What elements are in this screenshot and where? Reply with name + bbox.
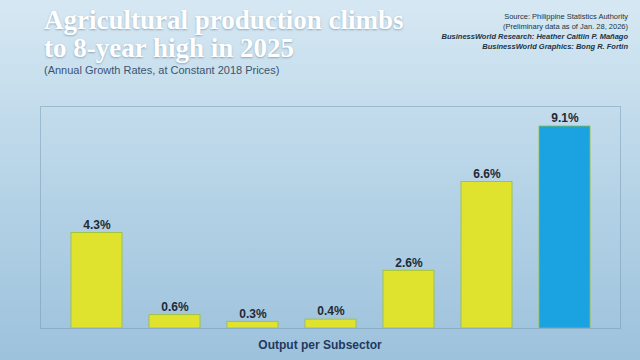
svg-text:4.3%: 4.3% bbox=[83, 218, 111, 232]
svg-text:0.3%: 0.3% bbox=[239, 307, 267, 321]
svg-text:2.6%: 2.6% bbox=[395, 256, 423, 270]
html-text:BusinessWorld Graphics: Bong R: BusinessWorld Graphics: Bong R. Fortin bbox=[482, 42, 628, 51]
html-text:Source: Philippine Statistics: Source: Philippine Statistics Authority bbox=[504, 12, 628, 21]
html-text:Output per Subsector: Output per Subsector bbox=[258, 338, 382, 352]
svg-text:0.6%: 0.6% bbox=[161, 300, 189, 314]
svg-text:0.4%: 0.4% bbox=[317, 304, 345, 318]
svg-text:6.6%: 6.6% bbox=[473, 167, 501, 181]
html-text:(Preliminary data as of Jan. 2: (Preliminary data as of Jan. 28, 2026) bbox=[502, 22, 628, 31]
html-text:BusinessWorld Research: Heathe: BusinessWorld Research: Heather Caitlin … bbox=[441, 32, 628, 41]
html-text:Agricultural production climbs: Agricultural production climbs to 8-year… bbox=[44, 5, 404, 63]
svg-text:9.1%: 9.1% bbox=[551, 111, 579, 125]
html-text:(Annual Growth Rates, at Const: (Annual Growth Rates, at Constant 2018 P… bbox=[44, 64, 280, 76]
